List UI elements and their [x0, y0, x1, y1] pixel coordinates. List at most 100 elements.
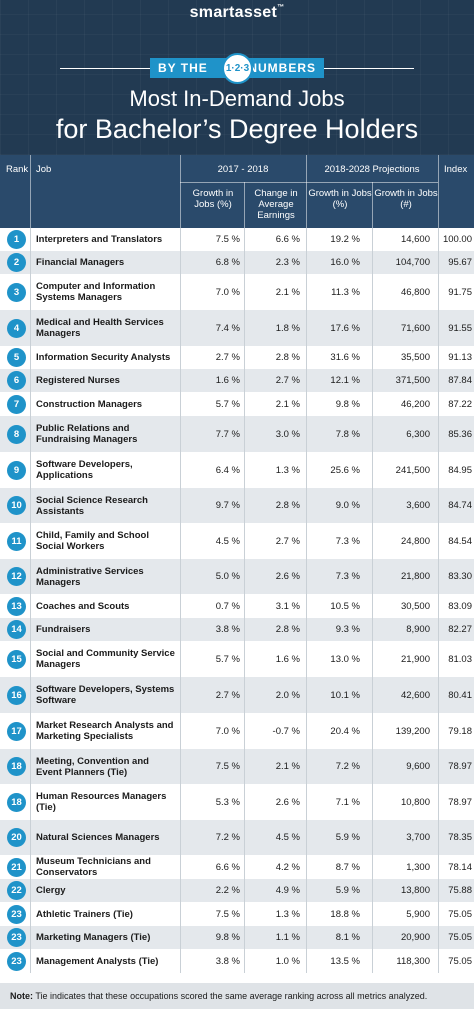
column-divider — [306, 902, 307, 926]
column-divider — [372, 749, 373, 784]
column-divider — [30, 251, 31, 274]
job-title: Natural Sciences Managers — [36, 832, 160, 843]
rank-badge: 21 — [7, 857, 26, 877]
column-divider — [372, 416, 373, 452]
cell-idx: 83.09 — [448, 600, 472, 612]
cell-pg: 13.5 % — [330, 955, 360, 967]
table-row: 11 Child, Family and School Social Worker… — [0, 523, 474, 559]
rank-badge: 17 — [7, 721, 26, 741]
rank-badge: 23 — [7, 904, 26, 924]
column-divider — [438, 879, 439, 902]
table-row: 18 Meeting, Convention and Event Planners… — [0, 749, 474, 784]
cell-e: 2.7 % — [275, 375, 300, 386]
job-title: Fundraisers — [36, 624, 91, 635]
cell-pg: 25.6 % — [330, 464, 360, 476]
cell-pg: 5.9 % — [335, 832, 360, 843]
cell-e: 2.8 % — [275, 624, 300, 635]
cell-g: 7.5 % — [215, 908, 240, 920]
cell-pn: 35,500 — [400, 352, 430, 363]
column-divider — [30, 274, 31, 310]
job-title: Market Research Analysts and Marketing S… — [36, 720, 174, 742]
column-divider — [438, 594, 439, 618]
column-divider — [438, 523, 439, 559]
column-divider — [30, 523, 31, 559]
cell-idx: 83.30 — [448, 571, 472, 582]
table-row: 17 Market Research Analysts and Marketing… — [0, 713, 474, 749]
column-divider — [180, 369, 181, 392]
cell-idx: 84.95 — [448, 464, 472, 476]
column-divider — [306, 618, 307, 641]
cell-g: 1.6 % — [215, 375, 240, 386]
job-title: Child, Family and School Social Workers — [36, 530, 149, 552]
page-title-line2: for Bachelor’s Degree Holders — [55, 114, 419, 144]
column-divider — [180, 641, 181, 677]
column-divider — [244, 228, 245, 251]
column-divider — [438, 392, 439, 416]
cell-idx: 87.84 — [448, 375, 472, 386]
col-rank-header: Rank — [6, 164, 29, 175]
column-divider — [244, 594, 245, 618]
column-divider — [30, 949, 31, 973]
cell-pg: 9.3 % — [335, 624, 360, 635]
cell-e: 4.2 % — [275, 861, 300, 873]
column-divider — [372, 346, 373, 369]
cell-pn: 3,600 — [406, 500, 430, 511]
column-divider — [372, 310, 373, 346]
job-title: Human Resources Managers (Tie) — [36, 791, 167, 813]
column-divider — [30, 346, 31, 369]
column-divider — [180, 310, 181, 346]
column-divider — [372, 902, 373, 926]
rank-badge: 5 — [7, 348, 26, 367]
cell-e: 3.0 % — [275, 428, 300, 440]
job-title: Software Developers, Systems Software — [36, 684, 175, 706]
table-row: 5 Information Security Analysts 2.7 % 2.8 %… — [0, 346, 474, 369]
column-divider — [30, 228, 31, 251]
job-title: Coaches and Scouts — [36, 600, 130, 612]
cell-g: 5.7 % — [215, 398, 240, 410]
cell-pn: 104,700 — [395, 257, 430, 268]
cell-idx: 91.75 — [448, 286, 472, 298]
table-row: 23 Marketing Managers (Tie) 9.8 % 1.1 % 8.1 … — [0, 926, 474, 949]
column-divider — [244, 677, 245, 713]
column-divider — [244, 274, 245, 310]
cell-idx: 82.27 — [448, 624, 472, 635]
column-divider — [180, 902, 181, 926]
column-divider — [306, 713, 307, 749]
cell-pg: 7.1 % — [335, 796, 360, 808]
column-divider — [438, 926, 439, 949]
cell-idx: 87.22 — [448, 398, 472, 410]
column-divider — [438, 251, 439, 274]
column-divider — [372, 618, 373, 641]
column-divider — [30, 677, 31, 713]
cell-pn: 3,700 — [406, 832, 430, 843]
column-divider — [438, 452, 439, 488]
table-row: 22 Clergy 2.2 % 4.9 % 5.9 % 13,800 75.88 — [0, 879, 474, 902]
column-divider — [306, 784, 307, 820]
cell-g: 9.7 % — [215, 500, 240, 511]
column-divider — [180, 855, 181, 879]
column-divider — [306, 346, 307, 369]
cell-idx: 84.54 — [448, 535, 472, 547]
column-divider — [30, 820, 31, 855]
column-divider — [244, 251, 245, 274]
column-divider — [306, 749, 307, 784]
cell-pg: 5.9 % — [335, 885, 360, 896]
cell-pg: 18.8 % — [330, 908, 360, 920]
rank-badge: 10 — [7, 496, 26, 515]
header-divider — [180, 155, 181, 228]
column-divider — [438, 346, 439, 369]
cell-pn: 8,900 — [406, 624, 430, 635]
column-divider — [438, 559, 439, 594]
column-divider — [244, 416, 245, 452]
cell-e: 2.6 % — [275, 571, 300, 582]
column-divider — [180, 416, 181, 452]
column-divider — [30, 452, 31, 488]
cell-g: 5.7 % — [215, 653, 240, 665]
cell-idx: 100.00 — [442, 234, 472, 245]
column-divider — [30, 902, 31, 926]
column-divider — [244, 523, 245, 559]
column-divider — [372, 949, 373, 973]
column-divider — [244, 749, 245, 784]
column-divider — [372, 369, 373, 392]
table-row: 8 Public Relations and Fundraising Manage… — [0, 416, 474, 452]
